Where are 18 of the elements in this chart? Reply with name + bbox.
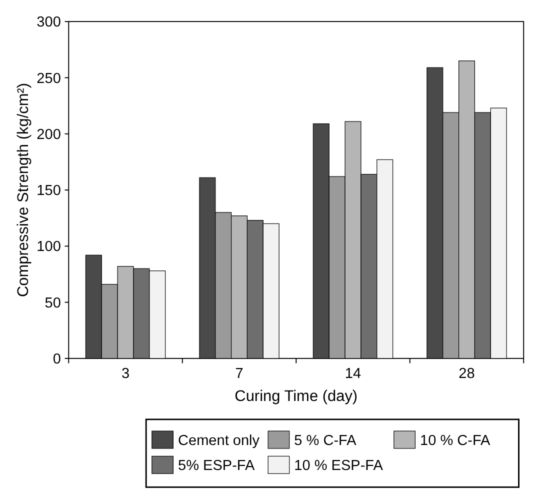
y-tick-label: 200	[36, 126, 61, 143]
legend-label: 5 % C-FA	[294, 432, 357, 449]
y-tick-label: 250	[36, 70, 61, 87]
y-tick-label: 0	[52, 352, 61, 368]
x-axis-title: Curing Time (day)	[234, 388, 358, 406]
x-tick-label: 14	[344, 366, 362, 382]
legend-label: 10 % C-FA	[420, 432, 491, 449]
legend-label: 10 % ESP-FA	[294, 458, 384, 474]
x-tick-label: 3	[121, 366, 130, 382]
y-tick-label: 100	[36, 239, 61, 256]
y-tick-label: 50	[44, 295, 61, 312]
legend-label: Cement only	[178, 432, 260, 449]
x-tick-label: 28	[458, 366, 475, 382]
x-tick-label: 7	[235, 366, 244, 382]
y-tick-label: 300	[36, 14, 61, 31]
legend-label: 5% ESP-FA	[178, 458, 255, 474]
y-tick-label: 150	[36, 183, 61, 200]
y-axis-title: Compressive Strength (kg/cm²)	[15, 82, 32, 298]
